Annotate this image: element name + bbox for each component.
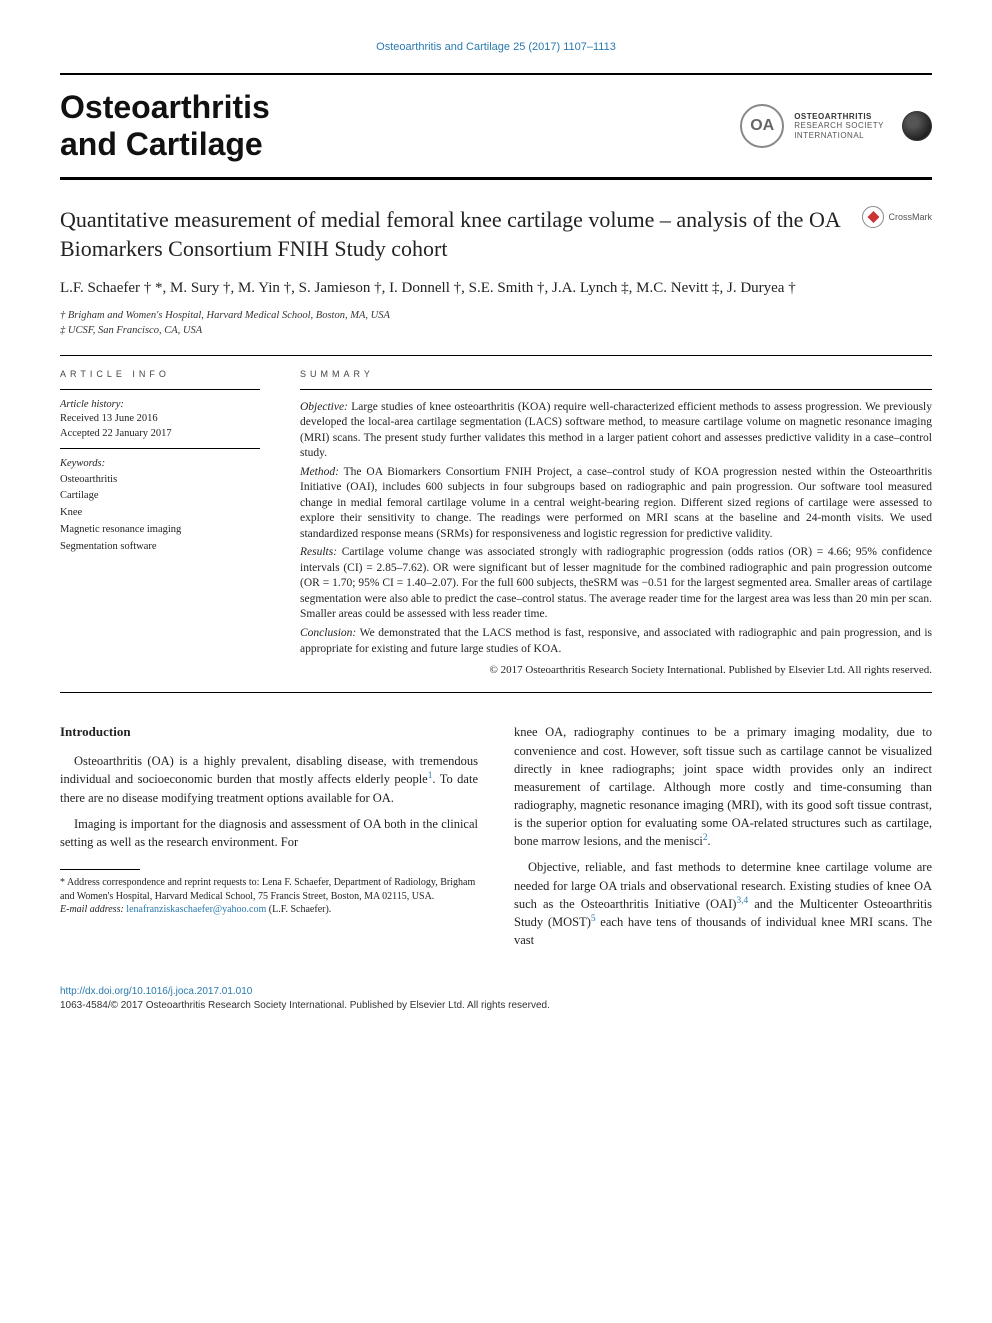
meta-row: ARTICLE INFO Article history: Received 1… xyxy=(60,368,932,678)
keyword-3: Knee xyxy=(60,505,260,522)
introduction-header: Introduction xyxy=(60,723,478,742)
right-column: knee OA, radiography continues to be a p… xyxy=(514,723,932,957)
journal-reference: Osteoarthritis and Cartilage 25 (2017) 1… xyxy=(60,40,932,55)
crossmark-badge[interactable]: CrossMark xyxy=(862,206,932,228)
summary-block: SUMMARY Objective: Large studies of knee… xyxy=(300,368,932,678)
issn-copyright: 1063-4584/© 2017 Osteoarthritis Research… xyxy=(60,999,932,1013)
results-text: Cartilage volume change was associated s… xyxy=(300,546,932,620)
method-text: The OA Biomarkers Consortium FNIH Projec… xyxy=(300,466,932,540)
received-date: Received 13 June 2016 xyxy=(60,412,260,427)
keyword-2: Cartilage xyxy=(60,488,260,505)
accepted-date: Accepted 22 January 2017 xyxy=(60,427,260,442)
oarsi-line1: OSTEOARTHRITIS xyxy=(794,112,884,122)
method-label: Method: xyxy=(300,466,339,478)
crossmark-icon xyxy=(862,206,884,228)
summary-copyright: © 2017 Osteoarthritis Research Society I… xyxy=(300,663,932,678)
conclusion-text: We demonstrated that the LACS method is … xyxy=(300,627,932,655)
email-link[interactable]: lenafranziskaschaefer@yahoo.com xyxy=(126,904,266,915)
article-info-header: ARTICLE INFO xyxy=(60,368,260,381)
summary-header: SUMMARY xyxy=(300,368,932,381)
conclusion-label: Conclusion: xyxy=(300,627,356,639)
affiliations: † Brigham and Women's Hospital, Harvard … xyxy=(60,308,932,340)
history-label: Article history: xyxy=(60,398,260,413)
title-row: Quantitative measurement of medial femor… xyxy=(60,206,932,263)
authors: L.F. Schaefer † *, M. Sury †, M. Yin †, … xyxy=(60,277,932,300)
crossmark-label: CrossMark xyxy=(888,211,932,224)
oarsi-line2: RESEARCH SOCIETY xyxy=(794,121,884,131)
objective-text: Large studies of knee osteoarthritis (KO… xyxy=(300,401,932,460)
results-label: Results: xyxy=(300,546,337,558)
correspondence: * Address correspondence and reprint req… xyxy=(60,876,478,903)
summary-text: Objective: Large studies of knee osteoar… xyxy=(300,400,932,679)
footnote-block: * Address correspondence and reprint req… xyxy=(60,876,478,917)
affiliation-2: ‡ UCSF, San Francisco, CA, USA xyxy=(60,323,932,339)
oarsi-oa-icon: OA xyxy=(740,104,784,148)
ref-34[interactable]: 3,4 xyxy=(736,896,748,906)
body-columns: Introduction Osteoarthritis (OA) is a hi… xyxy=(60,723,932,957)
oarsi-logo: OA OSTEOARTHRITIS RESEARCH SOCIETY INTER… xyxy=(740,104,884,148)
footnote-rule xyxy=(60,869,140,870)
oarsi-text: OSTEOARTHRITIS RESEARCH SOCIETY INTERNAT… xyxy=(794,112,884,141)
email-label: E-mail address: xyxy=(60,904,124,915)
email-who: (L.F. Schaefer). xyxy=(269,904,332,915)
top-rule xyxy=(60,73,932,75)
keyword-5: Segmentation software xyxy=(60,539,260,556)
intro-p1: Osteoarthritis (OA) is a highly prevalen… xyxy=(60,752,478,807)
doi-link[interactable]: http://dx.doi.org/10.1016/j.joca.2017.01… xyxy=(60,985,932,999)
affiliation-1: † Brigham and Women's Hospital, Harvard … xyxy=(60,308,932,324)
article-title: Quantitative measurement of medial femor… xyxy=(60,206,842,263)
objective-label: Objective: xyxy=(300,401,348,413)
globe-icon xyxy=(902,111,932,141)
body-rule xyxy=(60,692,932,693)
keywords: Osteoarthritis Cartilage Knee Magnetic r… xyxy=(60,472,260,556)
masthead: Osteoarthritis and Cartilage OA OSTEOART… xyxy=(60,89,932,163)
oarsi-line3: INTERNATIONAL xyxy=(794,131,884,141)
masthead-logos: OA OSTEOARTHRITIS RESEARCH SOCIETY INTER… xyxy=(740,104,932,148)
keyword-4: Magnetic resonance imaging xyxy=(60,522,260,539)
info-rule-2 xyxy=(60,448,260,449)
journal-name-line2: and Cartilage xyxy=(60,126,263,162)
section-rule xyxy=(60,355,932,356)
intro-p3: knee OA, radiography continues to be a p… xyxy=(514,723,932,850)
journal-name: Osteoarthritis and Cartilage xyxy=(60,89,270,163)
keyword-1: Osteoarthritis xyxy=(60,472,260,489)
page-footer: http://dx.doi.org/10.1016/j.joca.2017.01… xyxy=(60,985,932,1013)
article-info: ARTICLE INFO Article history: Received 1… xyxy=(60,368,260,678)
mid-rule xyxy=(60,177,932,180)
summary-rule xyxy=(300,389,932,390)
info-rule xyxy=(60,389,260,390)
intro-p2: Imaging is important for the diagnosis a… xyxy=(60,815,478,851)
intro-p4: Objective, reliable, and fast methods to… xyxy=(514,858,932,949)
journal-name-line1: Osteoarthritis xyxy=(60,89,270,125)
left-column: Introduction Osteoarthritis (OA) is a hi… xyxy=(60,723,478,957)
keywords-label: Keywords: xyxy=(60,457,260,472)
